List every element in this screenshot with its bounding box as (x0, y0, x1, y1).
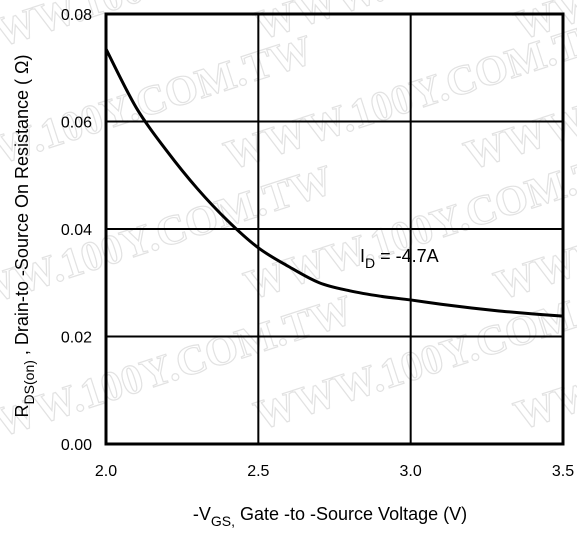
x-tick-label: 3.5 (552, 463, 574, 480)
x-axis-label: -VGS, Gate -to -Source Voltage (V) (193, 504, 467, 529)
x-tick-label: 2.5 (247, 463, 269, 480)
y-axis-label: RDS(on) , Drain-to -Source On Resistance… (12, 55, 37, 418)
y-tick-label: 0.08 (61, 7, 92, 24)
grid-layer (104, 12, 565, 446)
plot-frame (104, 12, 565, 446)
x-tick-label: 3.0 (400, 463, 422, 480)
y-tick-label: 0.02 (61, 330, 92, 347)
y-tick-label: 0.00 (61, 437, 92, 454)
watermark-text: WWW.100Y.COM.TW (0, 287, 359, 459)
watermark-text: WWW.100Y.COM.TW (0, 157, 339, 329)
annotation-label: ID = -4.7A (360, 246, 439, 271)
y-tick-label: 0.04 (61, 222, 92, 239)
tick-label-layer: 2.0 2.5 3.0 3.5 0.00 0.02 0.04 0.06 0.08 (61, 7, 574, 480)
series-layer (104, 48, 564, 318)
y-tick-label: 0.06 (61, 115, 92, 132)
x-tick-label: 2.0 (95, 463, 117, 480)
series-line (104, 48, 564, 318)
